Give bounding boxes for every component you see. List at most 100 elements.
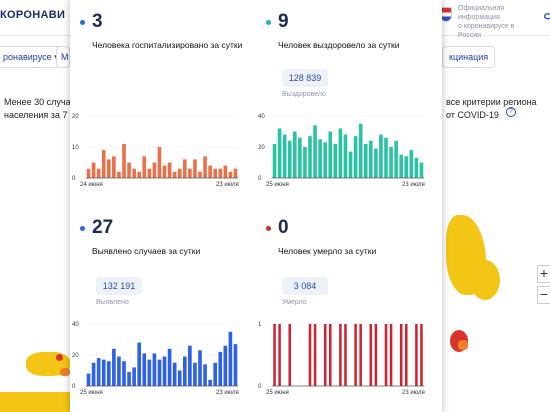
chart-bar[interactable] bbox=[404, 156, 409, 178]
chart-bar[interactable] bbox=[86, 168, 91, 178]
map-region-red-west[interactable] bbox=[56, 354, 63, 361]
chart-bar[interactable] bbox=[273, 324, 276, 386]
chart-bar[interactable] bbox=[369, 324, 373, 386]
chart-bar[interactable] bbox=[328, 131, 333, 179]
chart-bar[interactable] bbox=[329, 324, 332, 386]
chart-bar[interactable] bbox=[277, 128, 282, 178]
chart-bar[interactable] bbox=[303, 147, 307, 178]
chart-bar[interactable] bbox=[208, 165, 212, 178]
chart-bar[interactable] bbox=[379, 134, 383, 178]
map-region-orange[interactable] bbox=[458, 340, 468, 350]
chart-bar[interactable] bbox=[137, 171, 142, 178]
chart-bar[interactable] bbox=[182, 159, 187, 178]
share-icon[interactable]: ⊂ bbox=[543, 9, 550, 23]
chart-bar[interactable] bbox=[415, 324, 418, 386]
chart-bar[interactable] bbox=[389, 147, 393, 178]
chart-bar[interactable] bbox=[112, 348, 116, 386]
chart-bar[interactable] bbox=[91, 162, 96, 179]
chart-bar[interactable] bbox=[208, 379, 212, 386]
chart-bar[interactable] bbox=[368, 140, 373, 178]
chart-bar[interactable] bbox=[152, 162, 157, 179]
chart-bar[interactable] bbox=[272, 143, 277, 178]
chart-bar[interactable] bbox=[308, 136, 312, 178]
chart-bar[interactable] bbox=[374, 324, 378, 386]
chart-bar[interactable] bbox=[142, 353, 147, 386]
chart-bar[interactable] bbox=[223, 345, 228, 386]
chart-bar[interactable] bbox=[363, 143, 368, 178]
chart-bar[interactable] bbox=[198, 171, 202, 178]
chart-bar[interactable] bbox=[167, 162, 172, 179]
chart-bar[interactable] bbox=[162, 165, 167, 178]
chart-bar[interactable] bbox=[292, 131, 297, 179]
chart-bar[interactable] bbox=[162, 356, 167, 386]
chart-bar[interactable] bbox=[122, 361, 126, 386]
info-icon[interactable]: ? bbox=[506, 107, 516, 117]
chart-bar[interactable] bbox=[188, 168, 192, 178]
chart-bar[interactable] bbox=[218, 351, 223, 386]
chart-bar[interactable] bbox=[112, 156, 116, 178]
chart-bar[interactable] bbox=[228, 171, 233, 178]
chart-bar[interactable] bbox=[193, 159, 197, 178]
chart-bar[interactable] bbox=[172, 362, 177, 386]
chart-bar[interactable] bbox=[137, 342, 142, 386]
chart-bar[interactable] bbox=[414, 157, 419, 178]
chart-bar[interactable] bbox=[394, 140, 398, 178]
chart-bar[interactable] bbox=[298, 137, 302, 178]
chart-bar[interactable] bbox=[399, 154, 404, 178]
chart-bar[interactable] bbox=[223, 165, 228, 178]
chart-bar[interactable] bbox=[338, 128, 343, 178]
chart-bar[interactable] bbox=[323, 324, 327, 386]
chart-bar[interactable] bbox=[287, 140, 292, 178]
chart-bar[interactable] bbox=[233, 168, 238, 178]
chart-bar[interactable] bbox=[313, 125, 317, 178]
chart-bar[interactable] bbox=[353, 136, 358, 178]
chart-bar[interactable] bbox=[288, 324, 291, 386]
chart-bar[interactable] bbox=[122, 143, 126, 178]
chart-bar[interactable] bbox=[344, 324, 347, 386]
chart-bar[interactable] bbox=[127, 372, 131, 386]
chart-bar[interactable] bbox=[409, 150, 414, 178]
chart-bar[interactable] bbox=[106, 361, 111, 386]
map-region-yellow-south[interactable] bbox=[0, 392, 70, 412]
chart-bar[interactable] bbox=[86, 373, 91, 386]
chart-bar[interactable] bbox=[358, 123, 363, 178]
chart-bar[interactable] bbox=[182, 356, 187, 386]
chart-bar[interactable] bbox=[177, 168, 182, 178]
chart-bar[interactable] bbox=[147, 359, 152, 386]
chart-bar[interactable] bbox=[313, 324, 317, 386]
map-region-yellow-east-2[interactable] bbox=[470, 260, 500, 300]
chart-bar[interactable] bbox=[203, 156, 207, 178]
chart-bar[interactable] bbox=[308, 324, 312, 386]
chart-bar[interactable] bbox=[101, 150, 106, 178]
chart-bar[interactable] bbox=[91, 362, 96, 386]
chart-bar[interactable] bbox=[203, 364, 207, 386]
chart-bar[interactable] bbox=[228, 331, 233, 386]
chart-bar[interactable] bbox=[218, 168, 223, 178]
chart-bar[interactable] bbox=[142, 156, 147, 178]
chart-bar[interactable] bbox=[323, 142, 328, 178]
chart-bar[interactable] bbox=[157, 147, 162, 178]
zoom-out-button[interactable]: − bbox=[537, 286, 550, 304]
chart-bar[interactable] bbox=[106, 159, 111, 178]
chart-bar[interactable] bbox=[282, 134, 287, 178]
chart-bar[interactable] bbox=[152, 353, 157, 386]
chart-bar[interactable] bbox=[405, 324, 408, 386]
chart-bar[interactable] bbox=[96, 358, 101, 386]
chart-bar[interactable] bbox=[157, 359, 162, 386]
chart-bar[interactable] bbox=[167, 348, 172, 386]
chart-bar[interactable] bbox=[177, 370, 182, 387]
zoom-in-button[interactable]: + bbox=[537, 265, 550, 283]
chart-bar[interactable] bbox=[348, 151, 353, 178]
chart-bar[interactable] bbox=[101, 359, 106, 386]
chart-bar[interactable] bbox=[132, 367, 136, 386]
chart-bar[interactable] bbox=[117, 171, 121, 178]
site-logo[interactable]: КОРОНАВИ bbox=[0, 9, 65, 21]
chart-bar[interactable] bbox=[96, 168, 101, 178]
vaccination-pill[interactable]: кцинация bbox=[442, 46, 496, 68]
chart-bar[interactable] bbox=[420, 324, 423, 386]
chart-bar[interactable] bbox=[213, 168, 218, 178]
map-region-orange-west[interactable] bbox=[60, 368, 70, 376]
chart-bar[interactable] bbox=[233, 344, 238, 386]
chart-bar[interactable] bbox=[399, 324, 403, 386]
chart-bar[interactable] bbox=[339, 324, 342, 386]
